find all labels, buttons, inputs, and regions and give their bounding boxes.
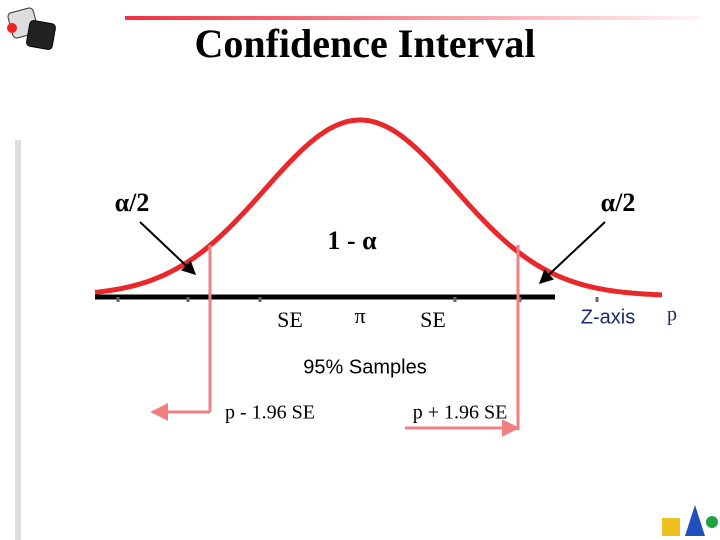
pointer-left xyxy=(139,221,197,275)
interval-bounds xyxy=(150,245,520,437)
bell-curve xyxy=(94,117,663,298)
lower-bound-label: p - 1.96 SE xyxy=(225,402,315,424)
upper-bound-label: p + 1.96 SE xyxy=(413,402,508,424)
z-axis-label: Z-axis xyxy=(581,306,635,328)
p-label: p xyxy=(667,304,677,326)
alpha-right: α/2 xyxy=(601,188,636,217)
axis-ticks xyxy=(116,297,599,302)
pi-label: π xyxy=(354,303,365,328)
samples-label: 95% Samples xyxy=(303,356,426,378)
shapes-icon xyxy=(662,505,718,536)
dice-icon xyxy=(7,7,56,50)
pointer-right xyxy=(538,221,606,284)
confidence-label: 1 - α xyxy=(327,226,377,255)
se-left: SE xyxy=(277,307,303,332)
title: Confidence Interval xyxy=(194,21,535,66)
se-right: SE xyxy=(420,307,446,332)
title-rule xyxy=(125,16,700,20)
side-bar xyxy=(15,140,21,540)
alpha-left: α/2 xyxy=(115,188,150,217)
